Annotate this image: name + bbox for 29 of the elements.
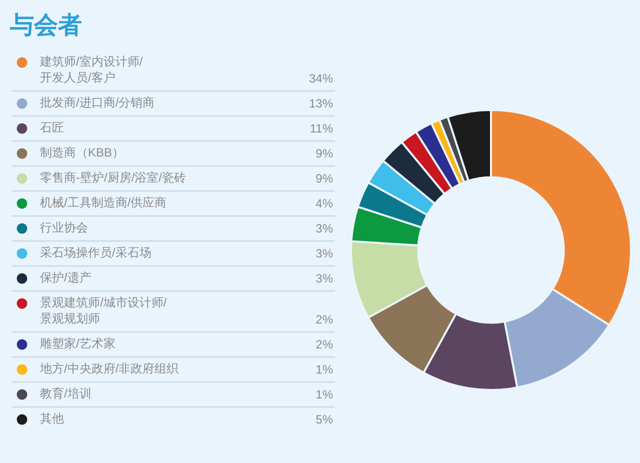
legend-label: 保护/遗产 [40, 270, 92, 284]
data-label: 2% [316, 312, 334, 326]
chart-title: 与会者 [9, 12, 82, 39]
data-label: 3% [316, 222, 334, 236]
data-label: 3% [316, 272, 334, 286]
data-label: 11% [310, 122, 334, 136]
legend-label: 地方/中央政府/非政府组织 [39, 362, 179, 376]
legend-label: 采石场操作员/采石场 [40, 246, 152, 260]
legend-label: 行业协会 [40, 220, 88, 234]
legend-label: 制造商（KBB） [40, 146, 124, 160]
legend-label: 批发商/进口商/分销商 [40, 96, 155, 110]
legend-label: 其他 [40, 412, 64, 426]
data-label: 34% [308, 72, 334, 86]
legend-label: 零售商-壁炉/厨房/浴室/瓷砖 [40, 170, 186, 184]
data-label: 13% [308, 96, 334, 110]
data-label: 4% [316, 196, 334, 210]
legend-label: 雕塑家/艺术家 [40, 336, 116, 350]
data-label: 3% [316, 246, 334, 260]
data-label: 9% [316, 146, 334, 160]
legend-label: 景观建筑师/城市设计师/景观规划师 [40, 296, 168, 326]
legend-label: 机械/工具制造商/供应商 [40, 196, 167, 210]
data-label: 1% [316, 388, 334, 402]
data-label: 9% [316, 172, 334, 186]
legend-label: 石匠 [40, 120, 64, 134]
data-label: 1% [316, 362, 334, 376]
legend-label: 教育/培训 [40, 386, 92, 400]
data-label: 2% [316, 338, 334, 352]
legend-label: 建筑师/室内设计师/开发人员/客户 [39, 54, 144, 84]
data-label: 5% [316, 412, 334, 426]
